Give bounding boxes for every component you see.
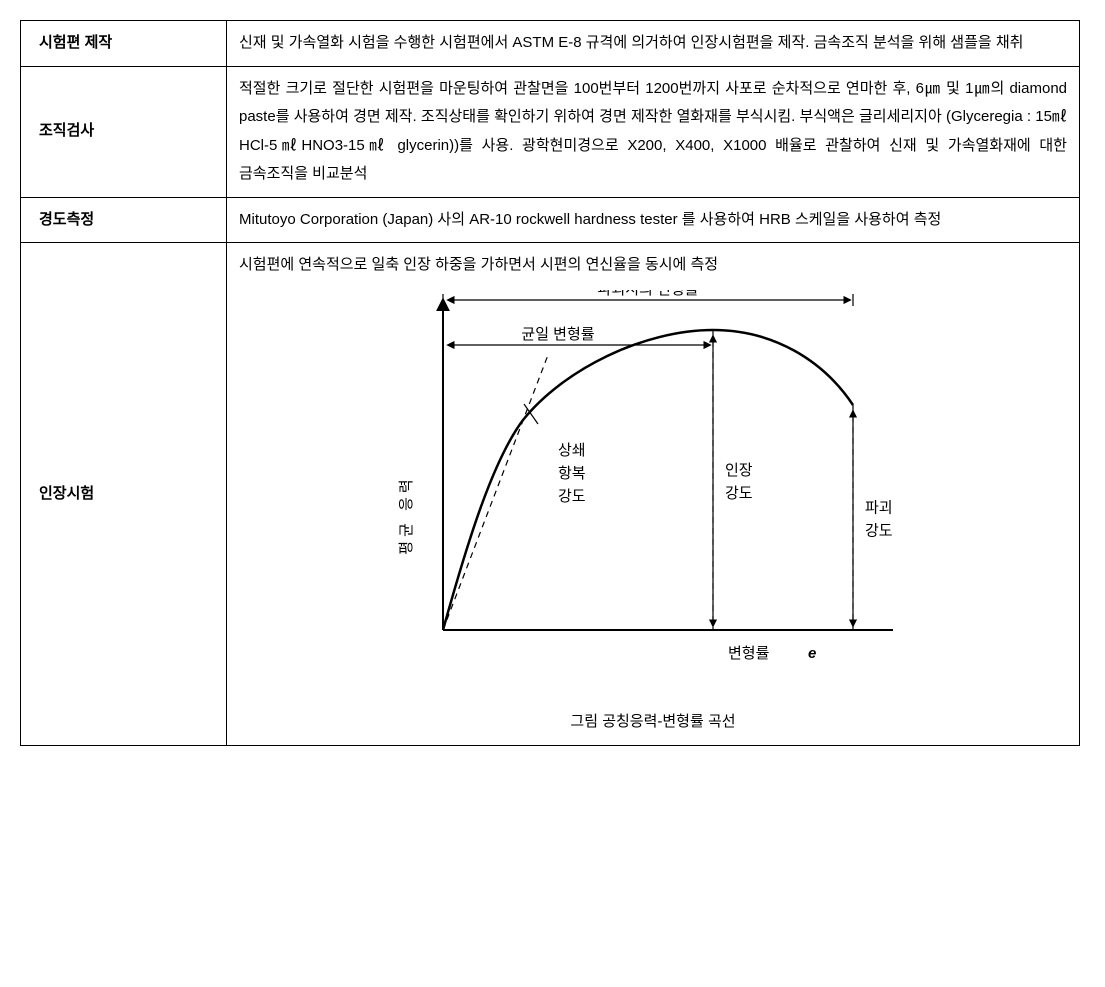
svg-text:인장: 인장 [725,462,753,479]
table-row: 시험편 제작 신재 및 가속열화 시험을 수행한 시험편에서 ASTM E-8 … [21,21,1080,67]
row-header-hardness: 경도측정 [21,197,227,243]
row-body-hardness: Mitutoyo Corporation (Japan) 사의 AR-10 ro… [227,197,1080,243]
row-body-tensile: 시험편에 연속적으로 일축 인장 하중을 가하면서 시편의 연신율을 동시에 측… [227,243,1080,746]
diagram-caption: 그림 공칭응력-변형률 곡선 [239,700,1067,737]
row-body-specimen: 신재 및 가속열화 시험을 수행한 시험편에서 ASTM E-8 규격에 의거하… [227,21,1080,67]
row-header-tensile: 인장시험 [21,243,227,746]
svg-text:강도: 강도 [725,485,753,502]
svg-text:파괴: 파괴 [865,499,893,516]
table-row: 조직검사 적절한 크기로 절단한 시험편을 마운팅하여 관찰면을 100번부터 … [21,66,1080,197]
svg-text:강도: 강도 [558,488,586,505]
tensile-intro-text: 시험편에 연속적으로 일축 인장 하중을 가하면서 시편의 연신율을 동시에 측… [239,251,1067,280]
row-header-microstructure: 조직검사 [21,66,227,197]
table-row: 경도측정 Mitutoyo Corporation (Japan) 사의 AR-… [21,197,1080,243]
stress-strain-svg: 평균 응력변형률e파괴시의 변형률균일 변형률상쇄항복강도인장강도파괴강도 [373,290,933,690]
svg-text:파괴시의 변형률: 파괴시의 변형률 [598,290,699,298]
row-header-specimen: 시험편 제작 [21,21,227,67]
svg-text:e: e [808,645,816,662]
stress-strain-diagram: 평균 응력변형률e파괴시의 변형률균일 변형률상쇄항복강도인장강도파괴강도 [239,280,1067,701]
spec-table: 시험편 제작 신재 및 가속열화 시험을 수행한 시험편에서 ASTM E-8 … [20,20,1080,746]
svg-text:상쇄: 상쇄 [558,442,586,459]
table-row: 인장시험 시험편에 연속적으로 일축 인장 하중을 가하면서 시편의 연신율을 … [21,243,1080,746]
svg-text:항복: 항복 [558,465,586,482]
svg-text:변형률: 변형률 [728,645,770,662]
svg-text:강도: 강도 [865,522,893,539]
row-body-microstructure: 적절한 크기로 절단한 시험편을 마운팅하여 관찰면을 100번부터 1200번… [227,66,1080,197]
svg-text:균일 변형률: 균일 변형률 [521,326,594,343]
svg-text:평균 응력: 평균 응력 [398,475,415,554]
